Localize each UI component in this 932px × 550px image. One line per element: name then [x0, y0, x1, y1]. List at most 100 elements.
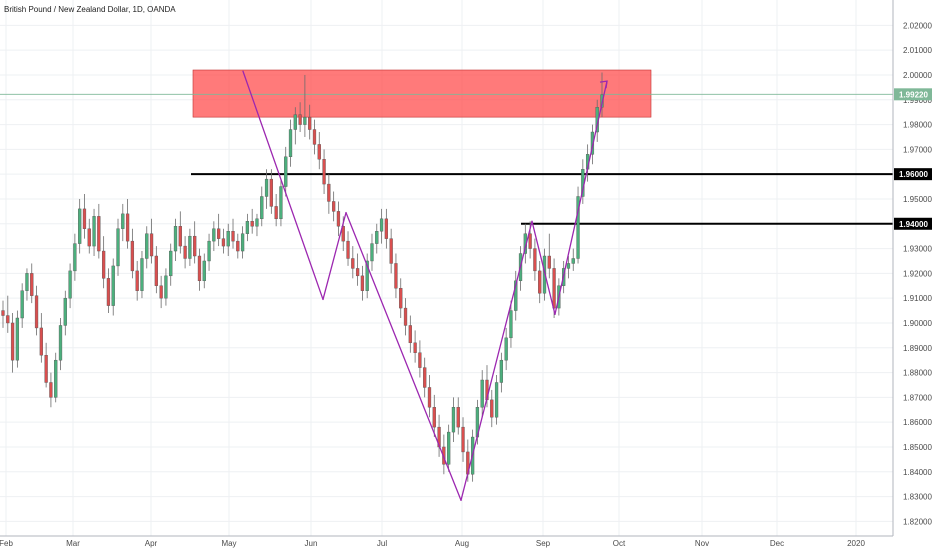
candle-body — [571, 258, 575, 264]
candle-body — [528, 233, 532, 249]
candle-body — [193, 235, 197, 257]
candle-body — [317, 144, 321, 160]
candle-body — [590, 131, 595, 155]
resistance-zone-layer — [192, 69, 652, 118]
candle-body — [10, 322, 15, 361]
x-tick-label: Jun — [305, 539, 318, 548]
trend-line — [554, 80, 608, 315]
candle-body — [509, 310, 513, 339]
level-price-tag: 1.94000 — [899, 220, 928, 229]
y-tick-label: 1.98000 — [903, 121, 932, 130]
candle-body — [576, 196, 580, 259]
horizontal-levels-layer — [0, 93, 893, 225]
candle-body — [183, 245, 187, 259]
candle-body — [360, 275, 365, 291]
candle-body — [106, 278, 111, 306]
candle-body — [274, 206, 278, 220]
candle-body — [188, 235, 192, 259]
y-tick-label: 2.02000 — [903, 21, 932, 30]
candle-body — [538, 270, 542, 294]
candle-body — [264, 178, 269, 197]
candle-body — [207, 240, 211, 262]
candle-body — [15, 317, 20, 361]
level-price-tag-bg — [894, 168, 932, 181]
candle-body — [63, 297, 67, 326]
trend-line — [322, 211, 347, 301]
candle-body — [58, 325, 63, 361]
candle-body — [542, 255, 547, 294]
candle-body — [341, 226, 345, 242]
y-tick-label: 1.91000 — [903, 294, 932, 303]
candle-body — [447, 431, 451, 465]
y-tick-label: 2.01000 — [903, 46, 932, 55]
candle-body — [30, 273, 34, 296]
candle-body — [269, 178, 273, 207]
trend-lines-layer — [242, 70, 608, 501]
candle-body — [149, 233, 154, 257]
x-tick-label: Jul — [377, 539, 387, 548]
y-tick-label: 1.97000 — [903, 145, 932, 154]
candle-body — [159, 285, 163, 299]
candle-body — [236, 240, 240, 252]
trend-line — [460, 220, 533, 501]
candle-body — [255, 218, 259, 227]
candle-body — [547, 255, 551, 269]
candle-body — [178, 226, 182, 247]
candle-body — [44, 355, 48, 383]
candle-body — [461, 426, 465, 453]
candle-body — [78, 208, 82, 244]
candle-body — [423, 367, 427, 388]
candle-body — [533, 248, 537, 272]
candle-body — [240, 233, 245, 252]
trend-arrow-head — [599, 80, 608, 89]
candle-body — [226, 231, 230, 247]
x-tick-label: Aug — [455, 539, 469, 548]
candle-body — [221, 238, 226, 247]
candle-body — [101, 250, 106, 279]
y-tick-label: 1.85000 — [903, 443, 932, 452]
candle-body — [332, 201, 336, 212]
candle-body — [379, 218, 384, 232]
candle-body — [413, 342, 417, 353]
candle-body — [418, 352, 422, 368]
candle-body — [49, 382, 53, 398]
candle-body — [202, 260, 206, 282]
y-tick-label: 1.95000 — [903, 195, 932, 204]
candle-body — [403, 307, 408, 326]
candle-body — [145, 233, 149, 259]
current-price-tag-bg — [894, 88, 932, 101]
candle-body — [384, 218, 388, 239]
current-price-tag: 1.99220 — [899, 90, 928, 99]
level-price-tag: 1.96000 — [899, 170, 928, 179]
trend-line — [531, 220, 556, 315]
candle-body — [116, 228, 120, 267]
candle-body — [514, 280, 518, 311]
y-tick-label: 2.00000 — [903, 71, 932, 80]
candle-body — [494, 382, 499, 418]
candle-body — [97, 216, 101, 252]
candle-body — [121, 213, 125, 229]
candle-body — [394, 263, 398, 289]
candle-body — [308, 116, 312, 130]
candle-body — [312, 129, 317, 145]
candle-body — [322, 159, 326, 185]
candle-body — [197, 255, 202, 282]
x-tick-label: Sep — [536, 539, 551, 548]
candle-body — [39, 327, 43, 356]
candle-body — [389, 238, 393, 264]
level-price-tag-bg — [894, 217, 932, 230]
candle-body — [370, 243, 374, 262]
candle-body — [54, 359, 58, 398]
candle-body — [298, 114, 302, 125]
candle-body — [173, 226, 178, 252]
candle-body — [212, 228, 216, 242]
candle-body — [499, 359, 504, 383]
trend-line — [242, 70, 324, 301]
x-tick-label: Dec — [770, 539, 784, 548]
candle-body — [154, 255, 158, 286]
candle-body — [303, 116, 307, 125]
candle-body — [245, 221, 250, 234]
candle-body — [260, 196, 264, 220]
candle-body — [355, 268, 360, 277]
